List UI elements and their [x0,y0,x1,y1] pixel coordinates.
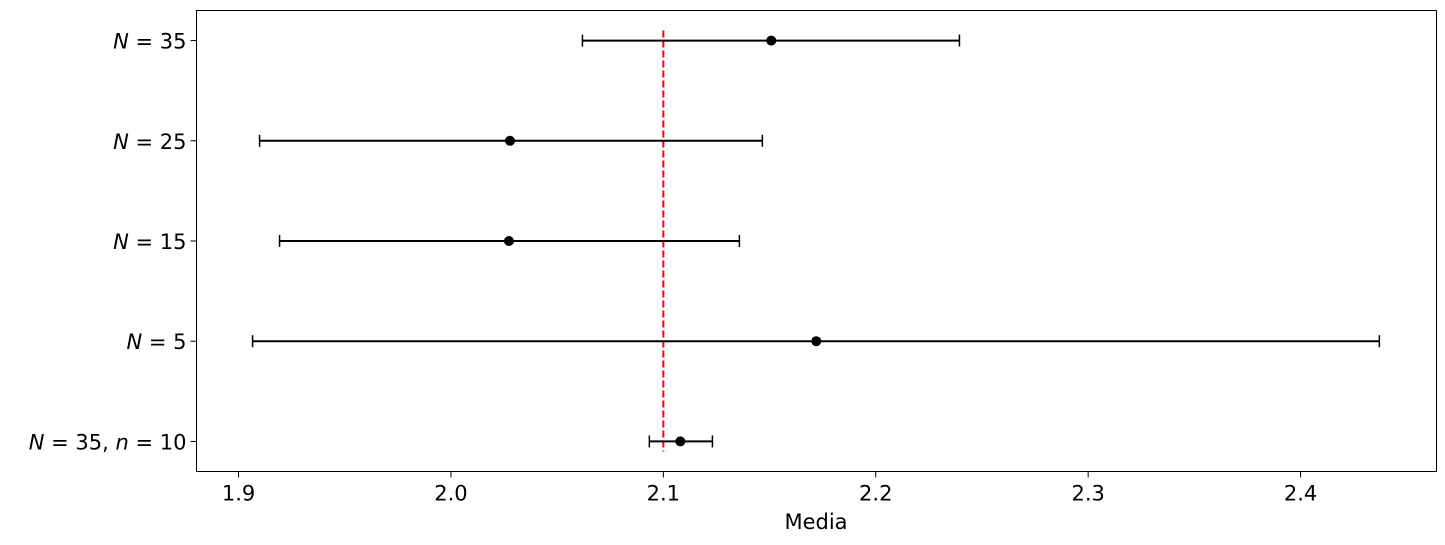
x-tick-label: 1.9 [222,482,255,506]
y-tick-label: N = 35, n = 10 [29,430,187,454]
y-tick-label: N = 5 [126,330,186,354]
errorbar-1 [251,335,1381,348]
x-tick-label: 2.1 [647,482,680,506]
x-tick-label: 2.3 [1071,482,1104,506]
y-tick-label: N = 35 [113,30,186,54]
y-tick-label: N = 25 [113,130,186,154]
errorbar-0 [648,435,714,448]
x-axis-label: Media [784,510,847,534]
x-tick-label: 2.0 [434,482,467,506]
y-tick-label: N = 15 [113,230,186,254]
x-tick-label: 2.2 [859,482,892,506]
errorbar-3 [258,134,764,147]
mean-point [811,336,822,347]
errorbar-4 [581,34,961,47]
mean-point [505,135,516,146]
x-tick-label: 2.4 [1284,482,1317,506]
errorbar-2 [278,235,741,247]
mean-point [766,35,777,46]
mean-point [503,236,514,246]
mean-point [675,436,686,447]
